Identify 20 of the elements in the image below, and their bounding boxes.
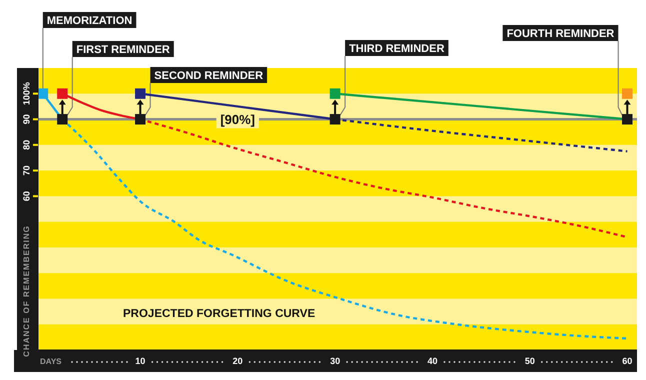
- ref-line-label: [90%]: [220, 112, 256, 127]
- x-tick-label: 10: [135, 356, 146, 366]
- x-axis-title: DAYS: [40, 356, 62, 366]
- annotation: FIRST REMINDER: [76, 44, 170, 56]
- x-tick-label: 40: [427, 356, 438, 366]
- annotation: PROJECTED FORGETTING CURVE: [123, 308, 316, 320]
- x-tick-label: 50: [524, 356, 535, 366]
- x-tick-label: 60: [622, 356, 632, 366]
- annotation: MEMORIZATION: [46, 14, 132, 27]
- annotation: THIRD REMINDER: [349, 42, 444, 55]
- y-axis-title: CHANCE OF REMEMBERING: [22, 225, 32, 357]
- y-tick-label: 70: [21, 166, 32, 176]
- y-tick-label: 90: [21, 114, 32, 124]
- annotation: FOURTH REMINDER: [506, 28, 614, 40]
- y-tick-label: 100%: [21, 82, 32, 106]
- annotation: SECOND REMINDER: [154, 70, 264, 82]
- x-tick-label: 20: [232, 356, 243, 366]
- y-tick-label: 60: [21, 191, 32, 202]
- y-tick-label: 80: [21, 140, 32, 150]
- x-tick-label: 30: [330, 356, 340, 366]
